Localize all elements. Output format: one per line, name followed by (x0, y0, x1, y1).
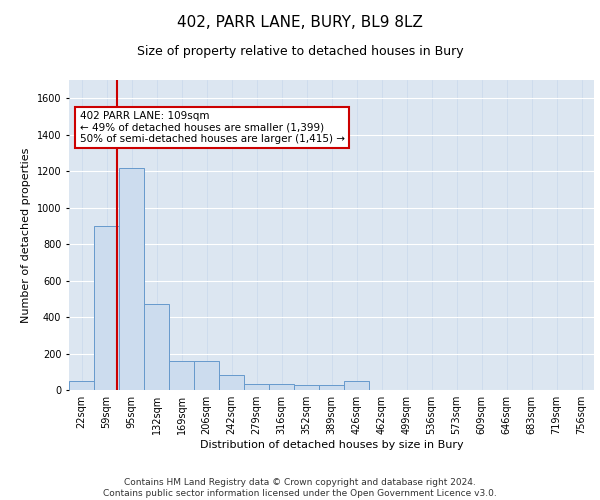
X-axis label: Distribution of detached houses by size in Bury: Distribution of detached houses by size … (200, 440, 463, 450)
Text: Size of property relative to detached houses in Bury: Size of property relative to detached ho… (137, 45, 463, 58)
Bar (119, 168, 144, 390)
Bar (319, 386, 344, 390)
Text: Contains HM Land Registry data © Crown copyright and database right 2024.
Contai: Contains HM Land Registry data © Crown c… (103, 478, 497, 498)
Bar (69, 381, 94, 390)
Bar (244, 384, 269, 390)
Bar (169, 361, 194, 390)
Bar (94, 226, 119, 390)
Text: 402, PARR LANE, BURY, BL9 8LZ: 402, PARR LANE, BURY, BL9 8LZ (177, 15, 423, 30)
Bar (144, 304, 169, 390)
Bar (194, 361, 219, 390)
Bar (344, 381, 369, 390)
Bar (219, 376, 244, 390)
Bar (294, 384, 319, 390)
Y-axis label: Number of detached properties: Number of detached properties (21, 148, 31, 322)
Text: 402 PARR LANE: 109sqm
← 49% of detached houses are smaller (1,399)
50% of semi-d: 402 PARR LANE: 109sqm ← 49% of detached … (79, 111, 344, 144)
Bar (269, 384, 294, 390)
